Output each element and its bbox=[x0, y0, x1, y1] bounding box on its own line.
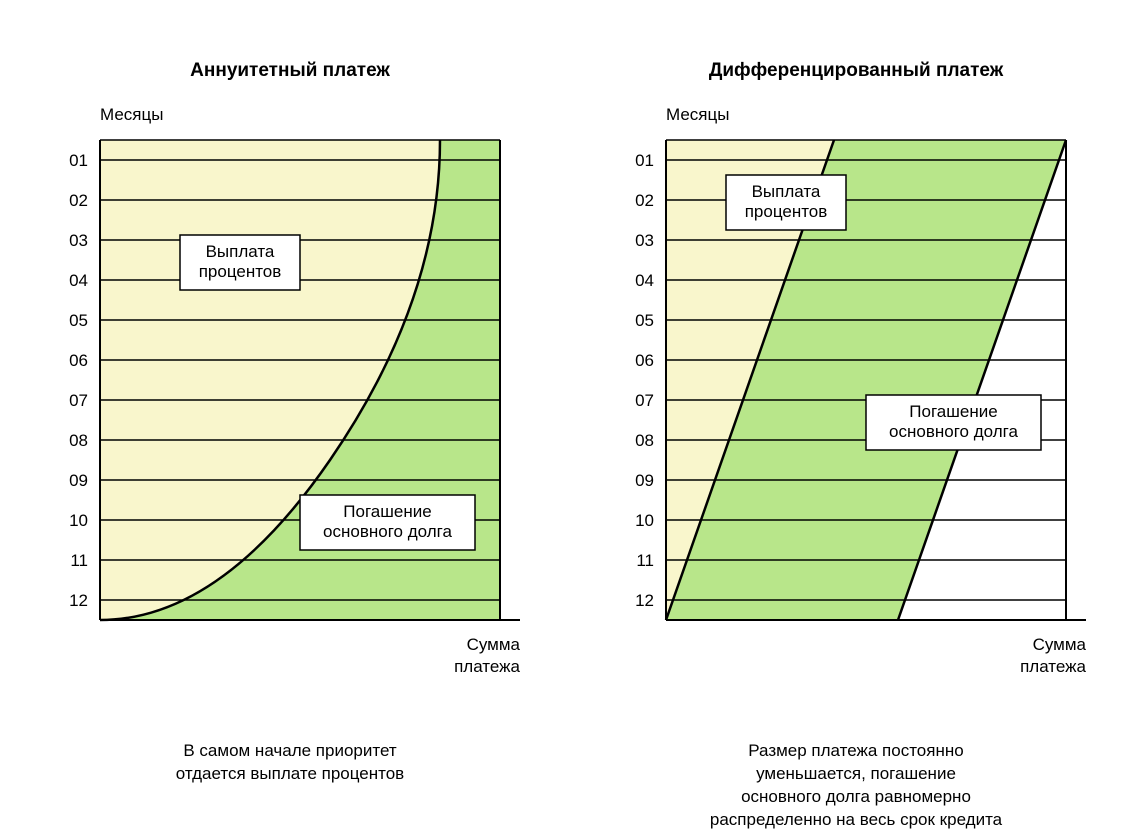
annuity-ticks: 01 02 03 04 05 06 07 08 09 10 11 12 bbox=[69, 151, 88, 610]
svg-text:05: 05 bbox=[635, 311, 654, 330]
svg-text:Выплата: Выплата bbox=[752, 182, 821, 201]
svg-text:06: 06 bbox=[635, 351, 654, 370]
svg-text:02: 02 bbox=[635, 191, 654, 210]
svg-text:03: 03 bbox=[635, 231, 654, 250]
svg-text:10: 10 bbox=[635, 511, 654, 530]
differentiated-panel: Дифференцированный платеж Месяцы 0102030… bbox=[606, 60, 1106, 832]
diff-ylabel: Месяцы bbox=[666, 105, 729, 124]
annuity-title: Аннуитетный платеж bbox=[40, 60, 540, 82]
svg-text:Выплата: Выплата bbox=[206, 242, 275, 261]
annuity-principal-label: Погашение основного долга bbox=[300, 495, 475, 550]
annuity-interest-label: Выплата процентов bbox=[180, 235, 300, 290]
diff-xlabel2: платежа bbox=[1020, 657, 1086, 676]
diff-interest-label: Выплата процентов bbox=[726, 175, 846, 230]
annuity-panel: Аннуитетный платеж Месяцы 01 02 03 04 05 06 07… bbox=[40, 60, 540, 832]
svg-text:10: 10 bbox=[69, 511, 88, 530]
svg-text:07: 07 bbox=[635, 391, 654, 410]
svg-text:07: 07 bbox=[69, 391, 88, 410]
svg-text:12: 12 bbox=[635, 591, 654, 610]
svg-text:01: 01 bbox=[69, 151, 88, 170]
annuity-chart: Месяцы 01 02 03 04 05 06 07 08 09 10 11 12 Выплата … bbox=[40, 100, 540, 690]
svg-text:08: 08 bbox=[635, 431, 654, 450]
svg-text:Погашение: Погашение bbox=[343, 502, 431, 521]
svg-text:основного долга: основного долга bbox=[323, 522, 452, 541]
differentiated-caption: Размер платежа постоянноуменьшается, пог… bbox=[606, 740, 1106, 832]
svg-text:процентов: процентов bbox=[199, 262, 282, 281]
svg-text:03: 03 bbox=[69, 231, 88, 250]
svg-text:04: 04 bbox=[635, 271, 654, 290]
svg-text:процентов: процентов bbox=[745, 202, 828, 221]
svg-text:12: 12 bbox=[69, 591, 88, 610]
annuity-ylabel: Месяцы bbox=[100, 105, 163, 124]
differentiated-title: Дифференцированный платеж bbox=[606, 60, 1106, 82]
diff-ticks: 01 02 03 04 05 06 07 08 09 10 11 12 bbox=[635, 151, 654, 610]
svg-text:04: 04 bbox=[69, 271, 88, 290]
annuity-xlabel1: Сумма bbox=[467, 635, 521, 654]
svg-text:06: 06 bbox=[69, 351, 88, 370]
differentiated-chart: Месяцы 01 02 03 04 05 06 07 08 09 10 11 12 Выплата … bbox=[606, 100, 1106, 690]
svg-text:08: 08 bbox=[69, 431, 88, 450]
annuity-caption: В самом начале приоритетотдается выплате… bbox=[40, 740, 540, 786]
diff-principal-label: Погашение основного долга bbox=[866, 395, 1041, 450]
svg-text:Погашение: Погашение bbox=[909, 402, 997, 421]
svg-text:05: 05 bbox=[69, 311, 88, 330]
svg-text:01: 01 bbox=[635, 151, 654, 170]
svg-text:11: 11 bbox=[70, 551, 88, 570]
svg-text:09: 09 bbox=[69, 471, 88, 490]
svg-text:02: 02 bbox=[69, 191, 88, 210]
diff-xlabel1: Сумма bbox=[1033, 635, 1087, 654]
svg-text:11: 11 bbox=[636, 551, 654, 570]
annuity-xlabel2: платежа bbox=[454, 657, 520, 676]
svg-text:основного долга: основного долга bbox=[889, 422, 1018, 441]
svg-text:09: 09 bbox=[635, 471, 654, 490]
